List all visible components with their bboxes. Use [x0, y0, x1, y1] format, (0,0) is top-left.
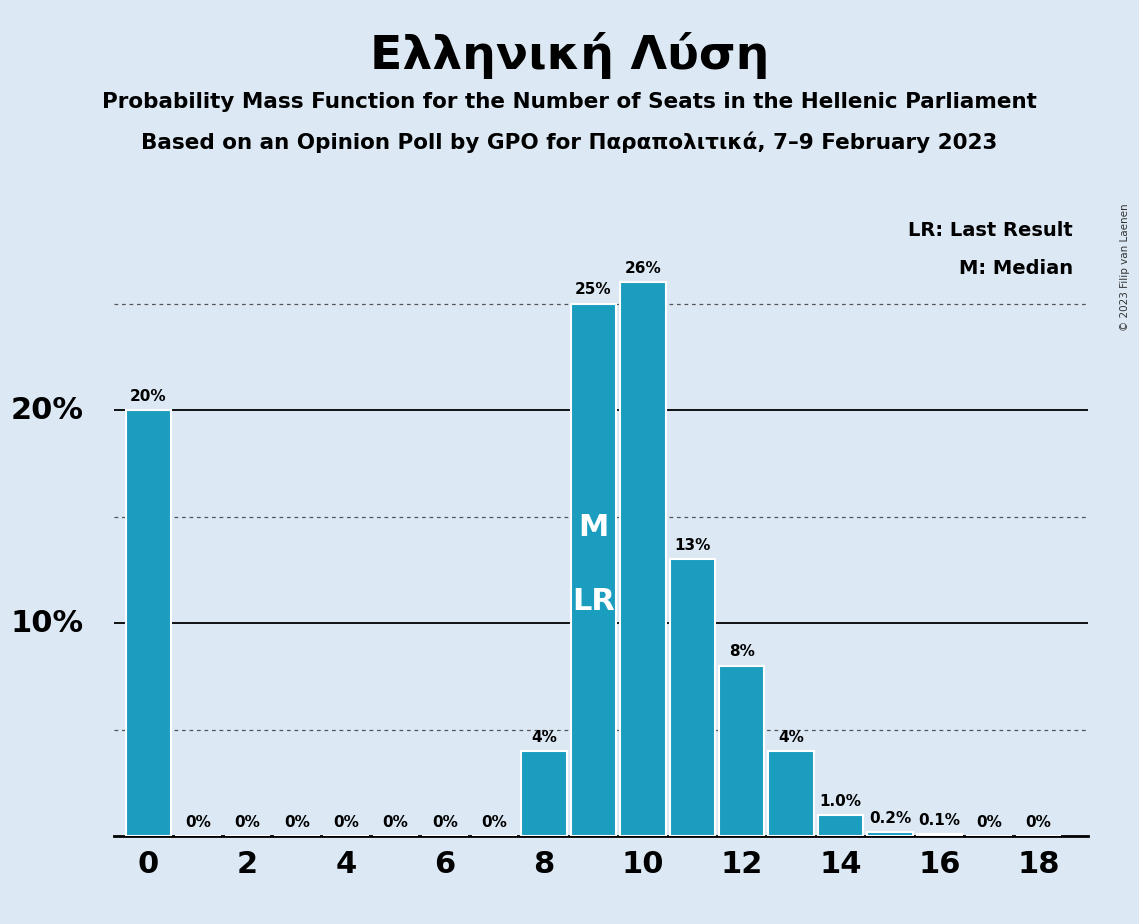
Text: LR: Last Result: LR: Last Result [908, 221, 1073, 239]
Bar [571, 304, 616, 836]
Text: 0.1%: 0.1% [918, 813, 960, 828]
Text: 4%: 4% [778, 730, 804, 745]
Text: 0%: 0% [482, 815, 508, 830]
Text: 0%: 0% [185, 815, 211, 830]
Bar [867, 832, 912, 836]
Bar [917, 834, 962, 836]
Bar [719, 666, 764, 836]
Text: 0%: 0% [334, 815, 359, 830]
Text: 25%: 25% [575, 283, 612, 298]
Text: Probability Mass Function for the Number of Seats in the Hellenic Parliament: Probability Mass Function for the Number… [103, 92, 1036, 113]
Text: 0%: 0% [976, 815, 1002, 830]
Text: 4%: 4% [531, 730, 557, 745]
Text: Ελληνική Λύση: Ελληνική Λύση [370, 32, 769, 79]
Text: M: M [579, 513, 608, 541]
Text: M: Median: M: Median [959, 259, 1073, 278]
Text: 0%: 0% [284, 815, 310, 830]
Text: 0.2%: 0.2% [869, 810, 911, 825]
Text: 0%: 0% [1025, 815, 1051, 830]
Text: 8%: 8% [729, 644, 755, 660]
Text: LR: LR [572, 588, 615, 616]
Text: 26%: 26% [624, 261, 662, 276]
Text: 20%: 20% [130, 389, 166, 404]
Text: 10%: 10% [10, 609, 84, 638]
Bar [670, 559, 715, 836]
Text: 0%: 0% [432, 815, 458, 830]
Text: 0%: 0% [235, 815, 261, 830]
Text: 1.0%: 1.0% [820, 794, 861, 808]
Text: © 2023 Filip van Laenen: © 2023 Filip van Laenen [1121, 203, 1130, 331]
Text: 0%: 0% [383, 815, 409, 830]
Text: 13%: 13% [674, 538, 711, 553]
Bar [769, 751, 814, 836]
Bar [522, 751, 567, 836]
Bar [125, 410, 171, 836]
Text: 20%: 20% [10, 395, 84, 425]
Bar [620, 283, 665, 836]
Text: Based on an Opinion Poll by GPO for Παραπολιτικά, 7–9 February 2023: Based on an Opinion Poll by GPO for Παρα… [141, 131, 998, 152]
Bar [818, 815, 863, 836]
